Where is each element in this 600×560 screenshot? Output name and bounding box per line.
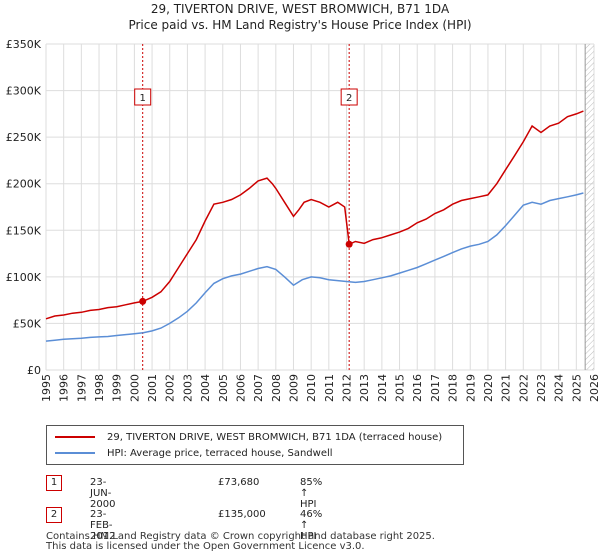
future-hatch xyxy=(584,44,594,370)
sale-marker-box xyxy=(134,88,152,106)
x-tick-label: 2017 xyxy=(429,374,442,402)
y-tick-label: £200K xyxy=(6,178,42,191)
x-tick-label: 2013 xyxy=(358,374,371,402)
x-tick-label: 2007 xyxy=(252,374,265,402)
sale-marker-label: 2 xyxy=(346,93,352,104)
x-tick-label: 2020 xyxy=(482,374,495,402)
y-tick-label: £0 xyxy=(27,364,41,377)
sale-point xyxy=(139,297,147,305)
x-tick-label: 2006 xyxy=(234,374,247,402)
x-tick-label: 2023 xyxy=(535,374,548,402)
legend-swatch-hpi xyxy=(55,452,95,454)
transaction-date: 23-JUN-2000 xyxy=(90,477,116,510)
x-tick-label: 2008 xyxy=(270,374,283,402)
legend: 29, TIVERTON DRIVE, WEST BROMWICH, B71 1… xyxy=(46,425,464,465)
x-tick-label: 2026 xyxy=(588,374,600,402)
transaction-number-badge: 1 xyxy=(46,475,62,491)
y-tick-label: £50K xyxy=(13,317,42,330)
chart-title-line1: 29, TIVERTON DRIVE, WEST BROMWICH, B71 1… xyxy=(151,2,450,16)
y-tick-label: £100K xyxy=(6,271,42,284)
y-tick-label: £300K xyxy=(6,85,42,98)
x-tick-label: 2018 xyxy=(447,374,460,402)
x-tick-label: 2015 xyxy=(394,374,407,402)
footer-licence: This data is licensed under the Open Gov… xyxy=(46,541,365,552)
transaction-number-badge: 2 xyxy=(46,507,62,523)
y-tick-label: £250K xyxy=(6,131,42,144)
footer: Contains HM Land Registry data © Crown c… xyxy=(46,532,435,552)
x-tick-label: 2004 xyxy=(199,374,212,402)
sale-points xyxy=(139,240,353,305)
sale-marker-label: 1 xyxy=(140,93,146,104)
transaction-hpi-change: 46% ↑ HPI xyxy=(300,509,323,542)
x-tick-label: 2010 xyxy=(305,374,318,402)
x-tick-label: 2024 xyxy=(553,374,566,402)
x-tick-label: 2003 xyxy=(181,374,194,402)
chart: 29, TIVERTON DRIVE, WEST BROMWICH, B71 1… xyxy=(6,2,600,402)
x-tick-label: 1996 xyxy=(58,374,71,402)
x-tick-label: 2009 xyxy=(287,374,300,402)
legend-item-hpi: HPI: Average price, terraced house, Sand… xyxy=(55,445,333,461)
x-tick-label: 1995 xyxy=(40,374,53,402)
transaction-price: £135,000 xyxy=(218,509,266,520)
chart-title-line2: Price paid vs. HM Land Registry's House … xyxy=(128,18,471,32)
x-tick-label: 2001 xyxy=(146,374,159,402)
x-tick-label: 1999 xyxy=(111,374,124,402)
x-tick-label: 2011 xyxy=(323,374,336,402)
y-tick-label: £150K xyxy=(6,224,42,237)
x-tick-label: 2021 xyxy=(500,374,513,402)
x-tick-label: 2016 xyxy=(411,374,424,402)
legend-label-hpi: HPI: Average price, terraced house, Sand… xyxy=(107,447,333,459)
y-tick-label: £350K xyxy=(6,38,42,51)
transaction-hpi-change: 85% ↑ HPI xyxy=(300,477,323,510)
x-tick-label: 2022 xyxy=(517,374,530,402)
x-tick-label: 1998 xyxy=(93,374,106,402)
x-tick-label: 2014 xyxy=(376,374,389,402)
legend-item-property: 29, TIVERTON DRIVE, WEST BROMWICH, B71 1… xyxy=(55,429,442,445)
transaction-date: 23-FEB-2012 xyxy=(90,509,116,542)
footer-copyright: Contains HM Land Registry data © Crown c… xyxy=(46,531,435,542)
x-tick-label: 1997 xyxy=(75,374,88,402)
x-tick-label: 2019 xyxy=(464,374,477,402)
x-tick-label: 2000 xyxy=(128,374,141,402)
sale-marker-box xyxy=(340,88,358,106)
x-tick-label: 2002 xyxy=(164,374,177,402)
axes: £0 £50K £100K £150K £200K £250K £300K £350K 1995… xyxy=(6,38,600,402)
series-line xyxy=(45,192,584,342)
transaction-price: £73,680 xyxy=(218,477,260,488)
future-hatch-area xyxy=(585,44,594,370)
x-tick-label: 2012 xyxy=(341,374,354,402)
legend-swatch-property xyxy=(55,436,95,438)
sale-point xyxy=(345,240,353,248)
plot-area xyxy=(46,44,594,370)
x-tick-label: 2005 xyxy=(217,374,230,402)
x-tick-label: 2025 xyxy=(570,374,583,402)
legend-label-property: 29, TIVERTON DRIVE, WEST BROMWICH, B71 1… xyxy=(107,431,443,443)
